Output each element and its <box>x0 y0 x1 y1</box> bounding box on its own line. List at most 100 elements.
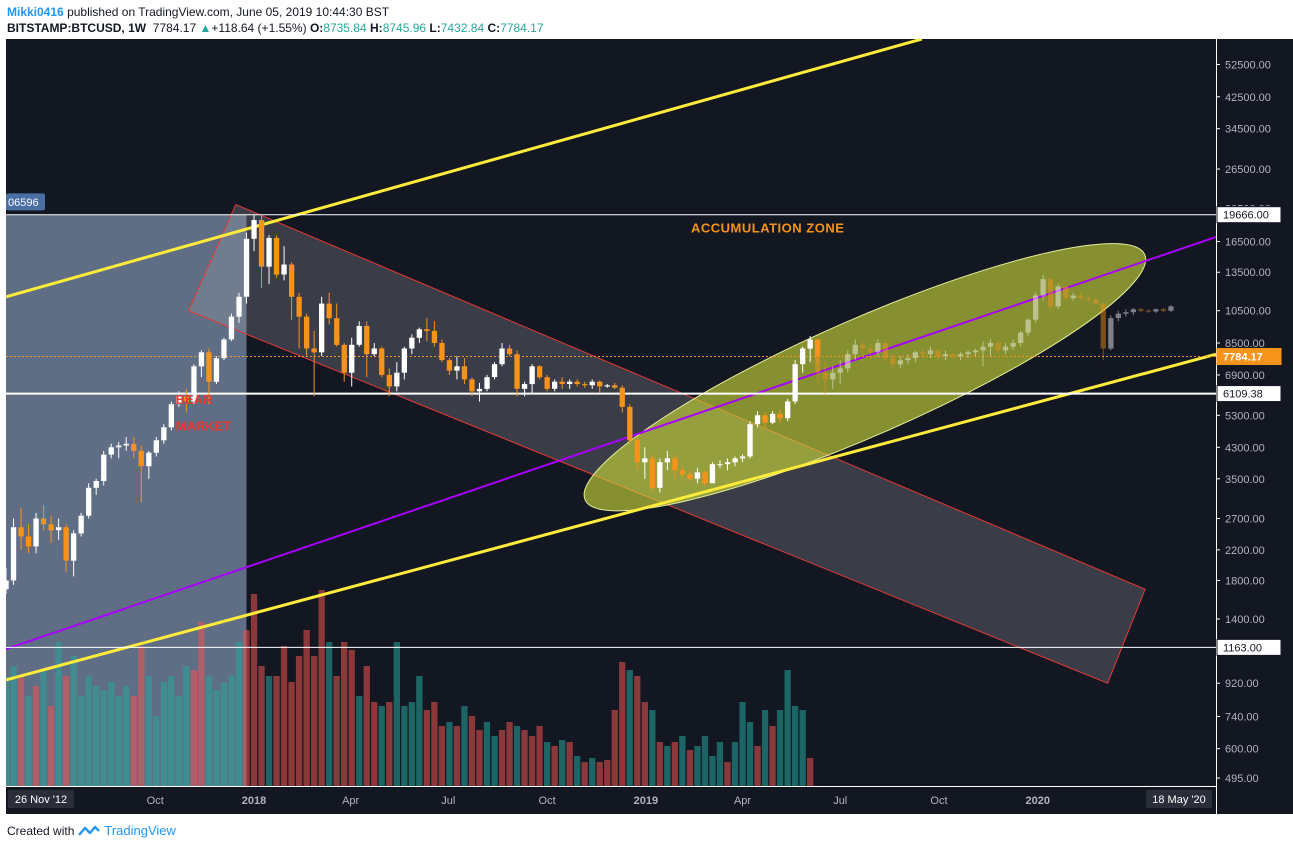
price-axis[interactable]: 52500.0042500.0034500.0026500.0020500.00… <box>1216 39 1293 814</box>
volume-bar <box>461 706 468 786</box>
candle-body <box>724 462 731 465</box>
candle-body <box>552 381 558 389</box>
candle <box>213 356 220 385</box>
candle <box>439 339 445 363</box>
volume-bar <box>235 642 243 786</box>
volume-bar <box>686 750 694 786</box>
candle-body <box>785 401 791 419</box>
candle-body <box>146 452 152 467</box>
projection-candle <box>942 350 949 361</box>
high-label: H: <box>370 21 383 35</box>
time-tick-label: Oct <box>930 795 947 807</box>
candle-body <box>86 487 92 516</box>
author-link[interactable]: Mikki0416 <box>7 5 64 19</box>
candle <box>424 318 430 342</box>
candle-body <box>747 424 753 457</box>
candle-body <box>679 470 686 475</box>
crosshair-value-box <box>6 193 45 211</box>
candle-body <box>777 413 783 419</box>
close-label: C: <box>487 21 501 35</box>
time-axis-svg[interactable]: Oct 2018 Apr Jul Oct 2019 Apr Jul Oct 2020 26 Nov … <box>6 786 1216 814</box>
candle <box>687 470 693 481</box>
candle <box>649 454 655 493</box>
volume-bar <box>348 650 355 786</box>
end-date-box <box>1146 790 1212 808</box>
candle-body <box>176 396 182 405</box>
candle <box>409 334 415 355</box>
price-axis-svg[interactable]: 52500.0042500.0034500.0026500.0020500.00… <box>1216 39 1293 814</box>
open-label: O: <box>309 21 324 35</box>
projection-candle-body <box>920 352 926 355</box>
volume-bar <box>175 696 182 786</box>
accumulation-zone-ellipse <box>583 243 1147 512</box>
candle-body <box>56 527 62 531</box>
candle <box>356 321 362 347</box>
candle-body <box>394 372 400 387</box>
volume-bar <box>649 710 656 786</box>
candle-body <box>574 381 580 384</box>
projection-candle <box>1002 343 1009 355</box>
candle-body <box>597 381 603 387</box>
candle <box>183 388 189 413</box>
candle-body <box>461 366 468 380</box>
candle <box>25 524 32 554</box>
candle-body <box>319 303 325 353</box>
projection-candle <box>1010 339 1016 351</box>
projection-candle-body <box>1130 309 1136 313</box>
symbol-label: BITSTAMP:BTCUSD, 1W <box>7 21 147 35</box>
volume-bar <box>333 676 340 786</box>
projection-candle <box>830 366 836 389</box>
projection-candle-body <box>912 352 918 359</box>
candle <box>589 379 595 389</box>
projection-candle-body <box>980 346 986 351</box>
volume-bar <box>85 676 92 786</box>
time-axis[interactable]: Oct 2018 Apr Jul Oct 2019 Apr Jul Oct 2020 26 Nov … <box>6 786 1216 814</box>
candle-body <box>567 381 573 384</box>
up-arrow-icon: ▲ <box>199 21 212 35</box>
projection-candle <box>875 339 881 357</box>
candle-body <box>612 385 618 388</box>
candle <box>341 343 347 382</box>
candle <box>40 504 47 531</box>
candle <box>559 377 565 389</box>
price-tick-label: 495.00 <box>1225 773 1259 785</box>
price-tick-label: 3500.00 <box>1225 474 1265 486</box>
volume-bar <box>581 762 588 786</box>
volume-bar <box>626 670 633 786</box>
volume-bar <box>341 642 348 786</box>
candle <box>146 450 152 479</box>
candle <box>627 404 633 444</box>
price-chart-svg[interactable]: ACCUMULATION ZONE BEAR MARKET 06596 <box>6 39 1216 814</box>
candle <box>281 246 287 281</box>
candle-body <box>582 384 588 386</box>
candle <box>762 412 768 428</box>
projection-candle <box>1040 274 1046 301</box>
projection-candle-body <box>890 358 896 365</box>
tradingview-brand[interactable]: TradingView <box>104 823 176 838</box>
candle <box>739 454 746 463</box>
crosshair-value-label: 06596 <box>8 197 39 209</box>
candle-body <box>792 364 798 402</box>
candle-body <box>506 348 513 355</box>
volume-bar <box>160 682 167 786</box>
candle-body <box>717 464 723 466</box>
candle-body <box>40 518 47 525</box>
candle-body <box>454 366 460 371</box>
projection-candle-body <box>1123 312 1129 314</box>
chart-pane[interactable]: ACCUMULATION ZONE BEAR MARKET 06596 <box>6 39 1216 814</box>
volume-bar <box>641 702 648 786</box>
projection-candle <box>1085 295 1091 303</box>
candle <box>48 515 54 544</box>
candle <box>131 436 137 459</box>
candle-body <box>386 374 392 387</box>
projection-candle-body <box>965 352 971 355</box>
symbol-line: BITSTAMP:BTCUSD, 1W 7784.17 ▲+118.64 (+1… <box>7 20 1287 36</box>
volume-bar <box>799 710 806 786</box>
price-tick-label: 1400.00 <box>1225 614 1265 626</box>
candle-body <box>762 415 768 423</box>
candle-body <box>514 354 520 389</box>
high-value: 8745.96 <box>382 21 427 35</box>
projection-candle <box>920 348 926 359</box>
candle-body <box>236 296 242 317</box>
projection-candle-body <box>815 356 821 373</box>
